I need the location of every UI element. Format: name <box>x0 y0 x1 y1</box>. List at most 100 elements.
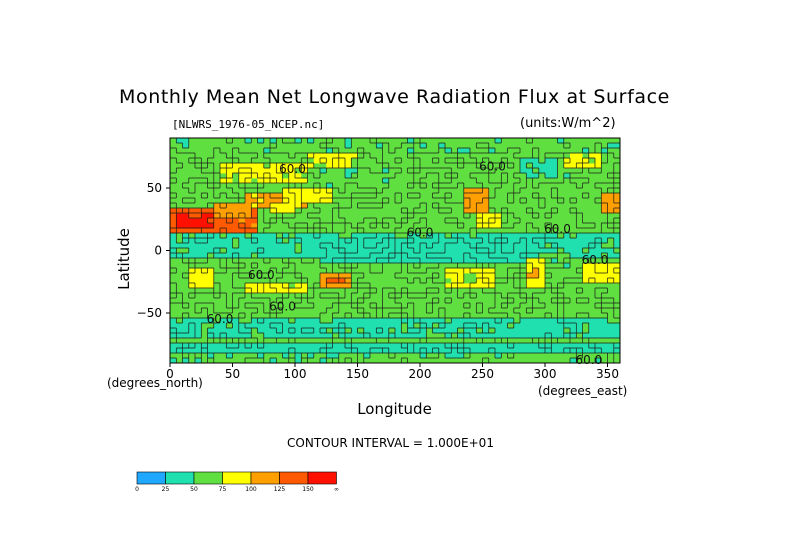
field-cell <box>520 203 527 209</box>
field-cell <box>338 308 346 314</box>
field-cell <box>551 223 558 229</box>
field-cell <box>445 318 452 324</box>
field-cell <box>513 188 521 194</box>
field-cell <box>282 283 290 289</box>
field-cell <box>545 288 552 294</box>
field-cell <box>501 268 508 274</box>
field-cell <box>176 338 183 344</box>
field-cell <box>545 308 552 314</box>
field-cell <box>295 243 302 249</box>
field-cell <box>245 213 252 219</box>
field-cell <box>232 258 240 264</box>
field-cell <box>332 173 340 179</box>
field-cell <box>332 153 340 159</box>
field-cell <box>545 343 552 349</box>
field-cell <box>395 328 402 334</box>
field-cell <box>576 313 583 319</box>
field-cell <box>238 193 246 199</box>
field-cell <box>195 173 202 179</box>
field-cell <box>388 228 396 234</box>
field-cell <box>188 313 196 319</box>
field-cell <box>538 318 546 324</box>
field-cell <box>245 143 252 149</box>
field-cell <box>451 318 458 324</box>
field-cell <box>326 223 333 229</box>
field-cell <box>507 323 515 329</box>
field-cell <box>420 273 427 279</box>
field-cell <box>476 163 483 169</box>
field-cell <box>238 313 246 319</box>
field-cell <box>382 248 390 254</box>
field-cell <box>295 238 302 244</box>
field-cell <box>226 348 233 354</box>
field-cell <box>213 213 221 219</box>
field-cell <box>326 293 333 299</box>
field-cell <box>363 193 371 199</box>
field-cell <box>495 148 502 154</box>
field-cell <box>501 358 508 364</box>
field-cell <box>220 248 227 254</box>
field-cell <box>488 183 496 189</box>
field-cell <box>288 173 296 179</box>
field-cell <box>245 243 252 249</box>
field-cell <box>213 178 221 184</box>
field-cell <box>545 218 552 224</box>
field-cell <box>595 148 602 154</box>
field-cell <box>213 268 221 274</box>
field-cell <box>457 278 465 284</box>
field-cell <box>363 318 371 324</box>
field-cell <box>513 193 521 199</box>
field-cell <box>570 273 577 279</box>
field-cell <box>382 163 390 169</box>
field-cell <box>476 188 483 194</box>
field-cell <box>395 308 402 314</box>
field-cell <box>401 188 408 194</box>
field-cell <box>582 293 590 299</box>
field-cell <box>445 328 452 334</box>
field-cell <box>426 358 433 364</box>
field-cell <box>301 338 308 344</box>
field-cell <box>332 183 340 189</box>
field-cell <box>488 168 496 174</box>
field-cell <box>238 208 246 214</box>
field-cell <box>332 198 340 204</box>
field-cell <box>532 223 540 229</box>
field-cell <box>276 143 283 149</box>
field-cell <box>438 188 446 194</box>
field-cell <box>295 183 302 189</box>
colorbar-tick-label: 125 <box>274 486 286 493</box>
field-cell <box>482 348 490 354</box>
field-cell <box>601 158 608 164</box>
field-cell <box>426 253 433 259</box>
field-cell <box>201 333 208 339</box>
field-cell <box>220 333 227 339</box>
field-cell <box>182 168 190 174</box>
field-cell <box>432 218 440 224</box>
field-cell <box>251 323 258 329</box>
field-cell <box>463 163 471 169</box>
field-cell <box>482 223 490 229</box>
field-cell <box>526 178 533 184</box>
field-cell <box>445 143 452 149</box>
field-cell <box>313 193 321 199</box>
field-cell <box>207 193 215 199</box>
field-cell <box>526 308 533 314</box>
field-cell <box>495 213 502 219</box>
field-cell <box>482 143 490 149</box>
field-cell <box>245 283 252 289</box>
field-cell <box>388 308 396 314</box>
field-cell <box>457 168 465 174</box>
field-cell <box>601 283 608 289</box>
field-cell <box>326 318 333 324</box>
field-cell <box>570 353 577 359</box>
field-cell <box>432 283 440 289</box>
field-cell <box>520 243 527 249</box>
field-cell <box>201 188 208 194</box>
field-cell <box>438 238 446 244</box>
field-cell <box>301 258 308 264</box>
field-cell <box>251 268 258 274</box>
field-cell <box>420 143 427 149</box>
field-cell <box>601 223 608 229</box>
field-cell <box>220 258 227 264</box>
field-cell <box>532 183 540 189</box>
